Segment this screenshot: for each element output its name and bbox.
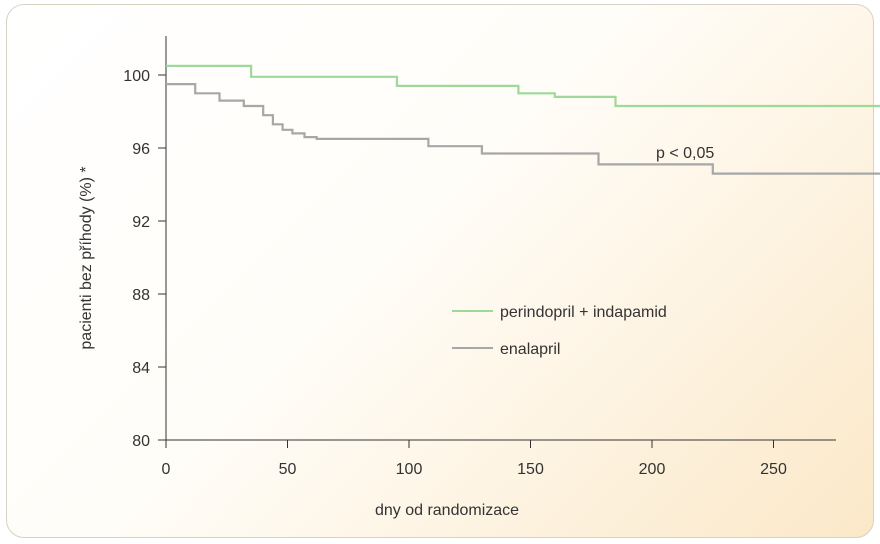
series-line-enalapril bbox=[166, 82, 880, 175]
p-value-annotation: p < 0,05 bbox=[656, 145, 714, 162]
y-tick-label: 80 bbox=[132, 433, 150, 450]
y-ticks: 80 84 88 92 96 100 bbox=[123, 68, 166, 450]
series-line-perindopril bbox=[166, 64, 880, 108]
legend-label-perindopril: perindopril + indapamid bbox=[500, 304, 667, 321]
x-tick-label: 50 bbox=[279, 461, 297, 478]
x-ticks: 050100150200250300350400 bbox=[162, 440, 787, 478]
x-axis-label: dny od randomizace bbox=[375, 502, 519, 519]
x-tick-label: 0 bbox=[162, 461, 171, 478]
y-tick-label: 84 bbox=[132, 360, 150, 377]
y-tick-label: 100 bbox=[123, 68, 150, 85]
x-tick-label: 150 bbox=[517, 461, 544, 478]
y-axis-label: pacienti bez příhody (%) * bbox=[78, 166, 95, 349]
x-tick-label: 100 bbox=[396, 461, 423, 478]
x-tick-label: 200 bbox=[639, 461, 666, 478]
y-tick-label: 88 bbox=[132, 287, 150, 304]
x-tick-label: 250 bbox=[760, 461, 787, 478]
legend-label-enalapril: enalapril bbox=[500, 341, 560, 358]
y-tick-label: 92 bbox=[132, 214, 150, 231]
legend: perindopril + indapamid enalapril bbox=[452, 304, 667, 358]
chart-panel bbox=[6, 4, 874, 538]
series-lines bbox=[166, 64, 880, 175]
y-tick-label: 96 bbox=[132, 141, 150, 158]
chart-axes bbox=[165, 36, 836, 441]
